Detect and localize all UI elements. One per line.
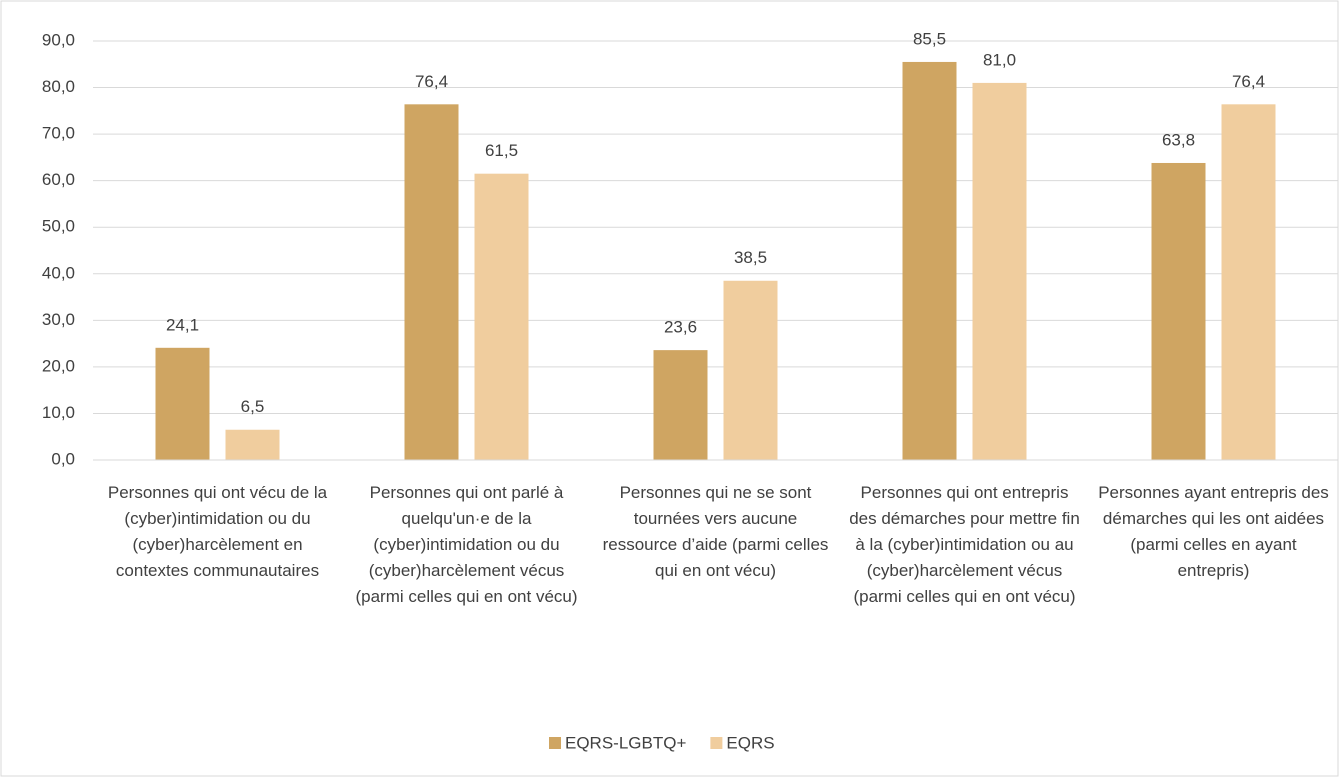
- y-tick-label: 0,0: [51, 449, 75, 468]
- data-label: 85,5: [913, 29, 946, 48]
- bar: [902, 61, 957, 460]
- x-tick-label: Personnes qui ont parlé à quelqu'un·e de…: [355, 483, 578, 606]
- y-tick-label: 80,0: [42, 77, 75, 96]
- data-label: 38,5: [734, 248, 767, 267]
- bar: [225, 429, 280, 460]
- bar: [155, 347, 210, 460]
- y-tick-label: 40,0: [42, 263, 75, 282]
- y-tick-label: 60,0: [42, 170, 75, 189]
- data-label: 76,4: [415, 72, 448, 91]
- x-tick-label: Personnes qui ont vécu de la (cyber)inti…: [107, 483, 328, 580]
- data-label: 24,1: [166, 315, 199, 334]
- y-tick-label: 30,0: [42, 310, 75, 329]
- x-tick-label: Personnes qui ne se sont tournées vers a…: [602, 483, 829, 580]
- x-tick-label: Personnes ayant entrepris des démarches …: [1098, 483, 1329, 580]
- bar: [404, 104, 459, 460]
- y-tick-label: 50,0: [42, 217, 75, 236]
- data-label: 61,5: [485, 141, 518, 160]
- legend-swatch: [710, 737, 723, 749]
- legend-swatch: [549, 737, 561, 749]
- y-tick-label: 20,0: [42, 356, 75, 375]
- bar: [723, 280, 778, 460]
- bar: [1151, 162, 1206, 460]
- x-tick-label: Personnes qui ont entrepris des démarche…: [849, 483, 1080, 606]
- legend-label: EQRS: [726, 733, 774, 752]
- bar: [972, 82, 1027, 461]
- data-label: 76,4: [1232, 72, 1265, 91]
- data-label: 63,8: [1162, 130, 1195, 149]
- data-label: 81,0: [983, 50, 1016, 69]
- bar: [653, 350, 708, 460]
- y-tick-label: 70,0: [42, 124, 75, 143]
- data-label: 23,6: [664, 318, 697, 337]
- legend-label: EQRS-LGBTQ+: [565, 733, 686, 752]
- bar: [1221, 104, 1276, 460]
- bar: [474, 173, 529, 460]
- data-label: 6,5: [241, 397, 265, 416]
- y-tick-label: 90,0: [42, 30, 75, 49]
- y-tick-label: 10,0: [42, 403, 75, 422]
